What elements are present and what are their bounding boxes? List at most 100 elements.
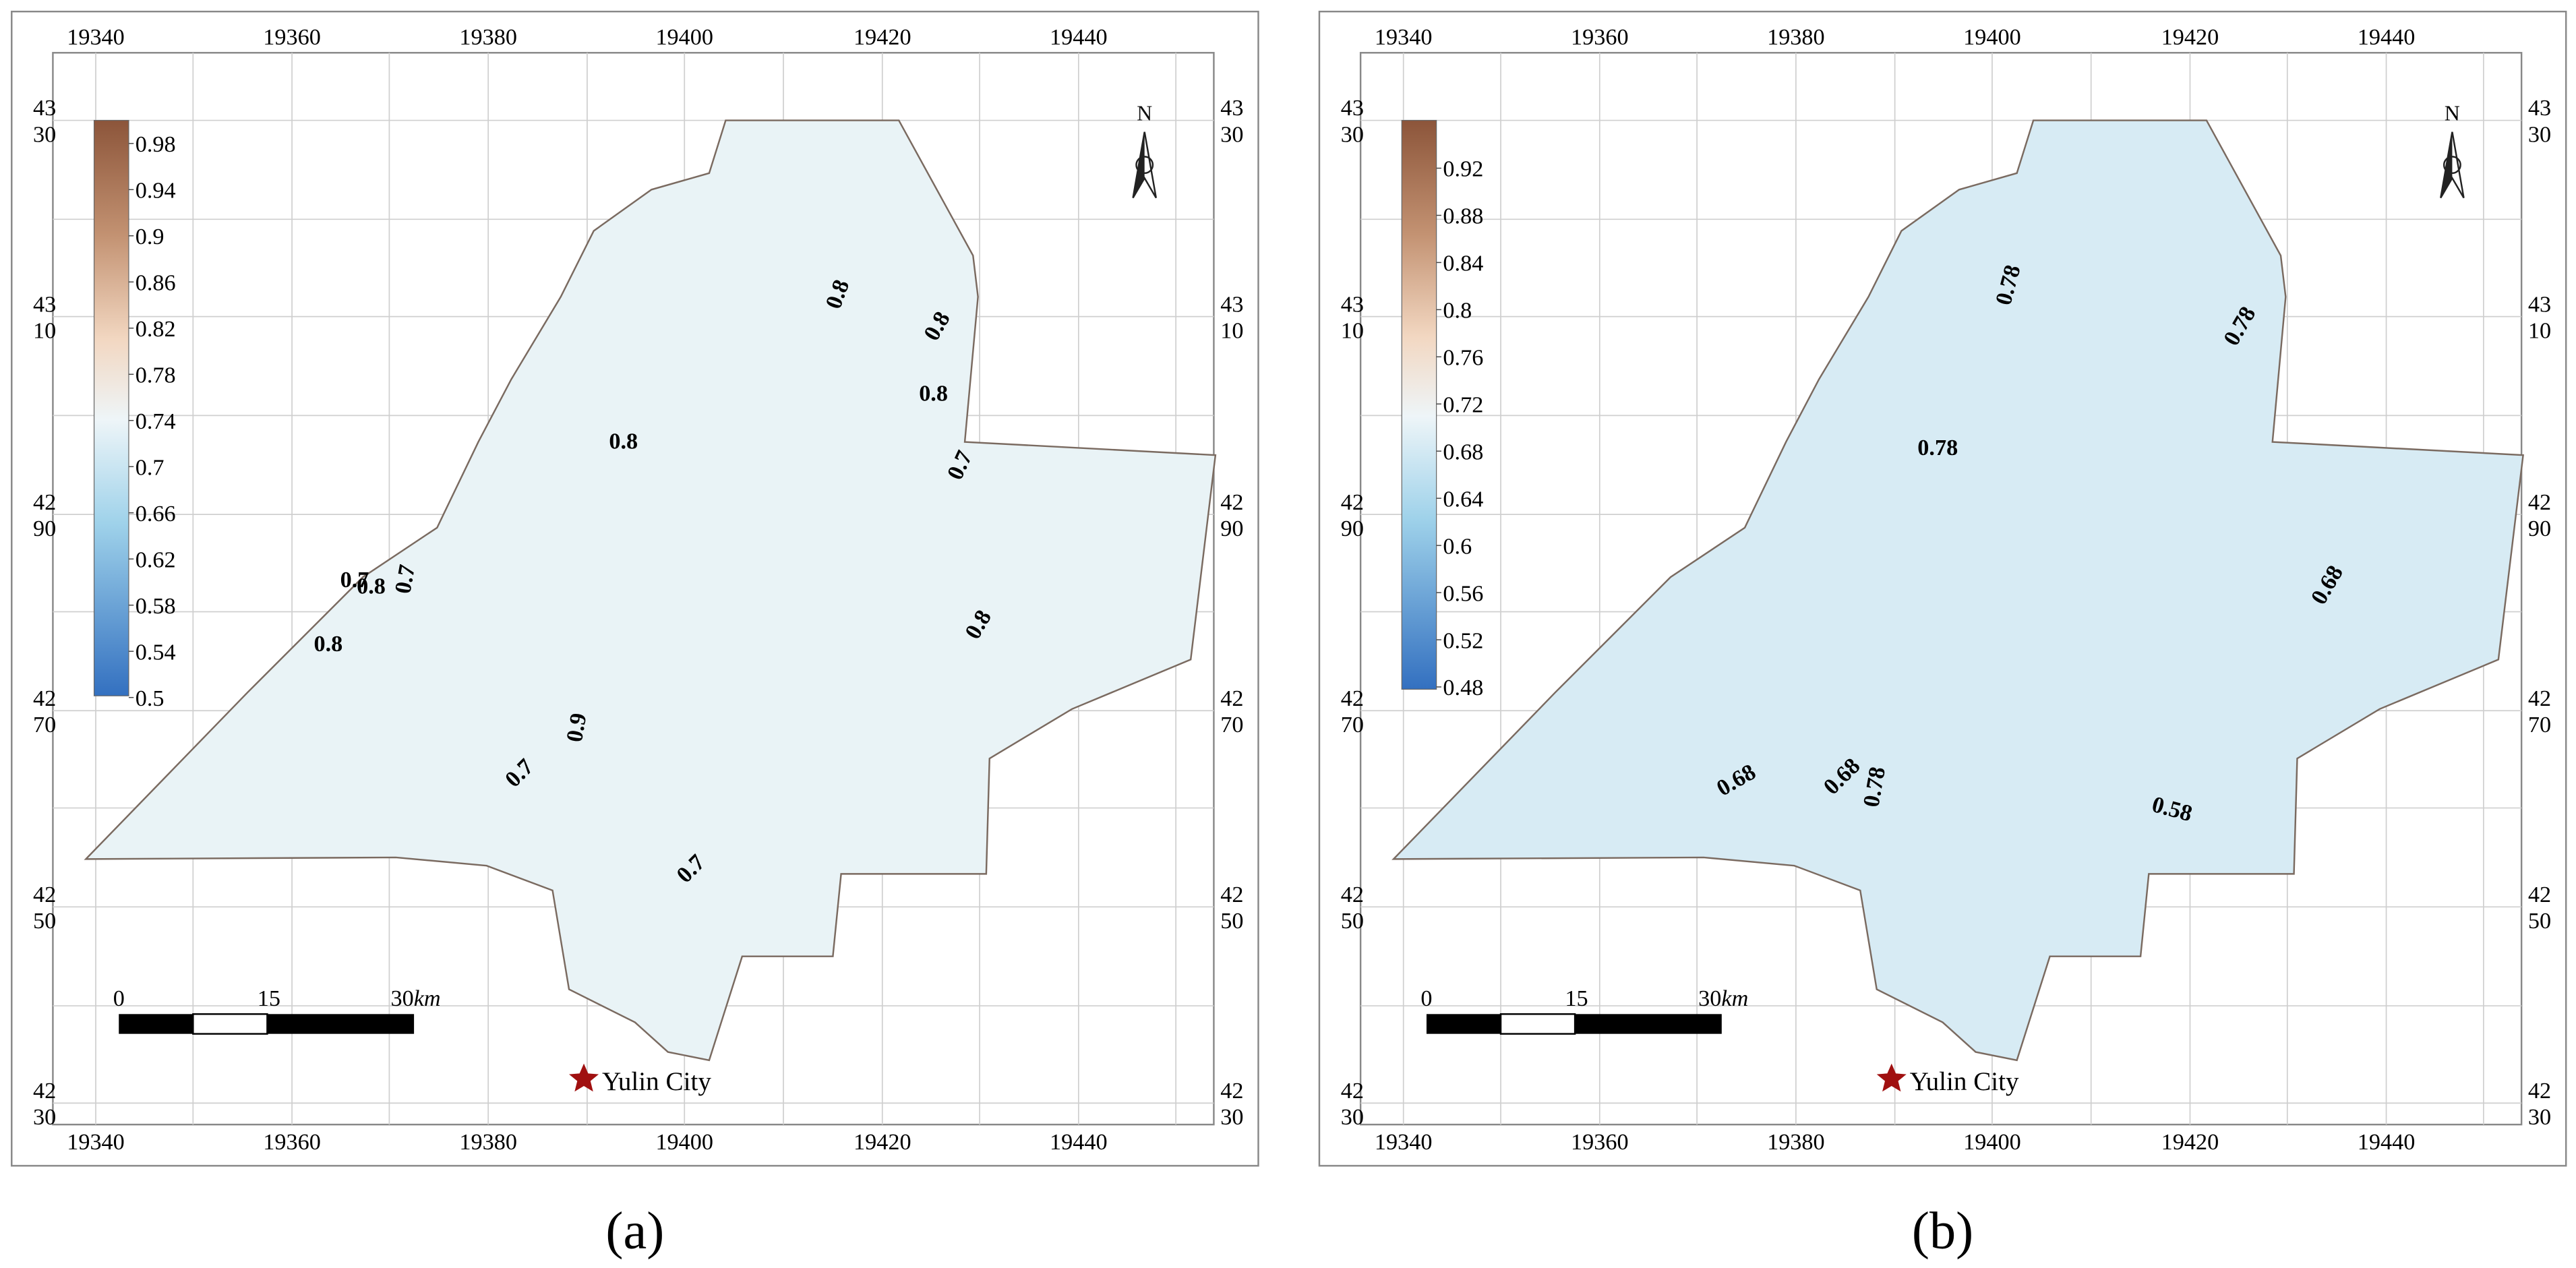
colorbar-label: 0.88: [1443, 204, 1483, 229]
y-tick-right-lower: 70: [1220, 712, 1243, 737]
y-tick-left-upper: 43: [33, 95, 56, 121]
y-tick-right-upper: 42: [1220, 686, 1243, 711]
colorbar-label: 0.62: [136, 547, 176, 572]
y-tick-right-lower: 50: [1220, 908, 1243, 934]
panel-a-frame: [11, 10, 1259, 1167]
y-tick-right-lower: 30: [1220, 1104, 1243, 1130]
city-label: Yulin City: [602, 1067, 711, 1096]
colorbar-label: 0.68: [1443, 439, 1483, 464]
y-tick-left-upper: 42: [33, 1078, 56, 1104]
y-tick-left-lower: 70: [1341, 712, 1364, 737]
x-tick-bottom: 19380: [1767, 1129, 1825, 1155]
y-tick-left-lower: 30: [1341, 121, 1364, 147]
x-tick-bottom: 19440: [2358, 1129, 2416, 1155]
colorbar-label: 0.48: [1443, 675, 1483, 700]
colorbar-label: 0.5: [136, 686, 164, 711]
x-tick-top: 19340: [67, 24, 125, 50]
colorbar-label: 0.7: [136, 454, 164, 480]
city-label: Yulin City: [1910, 1067, 2019, 1096]
colorbar-label: 0.94: [136, 178, 176, 204]
x-tick-bottom: 19400: [655, 1129, 713, 1155]
panel-b-scale-bar: 0 15 30km: [1420, 986, 1748, 1035]
x-tick-top: 19360: [1571, 24, 1629, 50]
colorbar-label: 0.54: [136, 639, 176, 665]
x-tick-bottom: 19340: [67, 1129, 125, 1155]
y-tick-right-lower: 10: [2528, 318, 2551, 343]
colorbar-label: 0.78: [136, 362, 176, 388]
x-tick-top: 19440: [1050, 24, 1108, 50]
x-tick-top: 19340: [1375, 24, 1433, 50]
colorbar-label: 0.92: [1443, 156, 1483, 182]
y-tick-right-upper: 43: [2528, 95, 2551, 121]
panel-b-north-label: N: [2445, 102, 2460, 125]
y-tick-right-upper: 42: [1220, 882, 1243, 907]
x-tick-bottom: 19380: [459, 1129, 517, 1155]
colorbar-label: 0.66: [136, 501, 176, 526]
y-tick-right-lower: 30: [1220, 121, 1243, 147]
x-tick-bottom: 19360: [1571, 1129, 1629, 1155]
contour-label: 0.7: [340, 567, 369, 593]
x-tick-top: 19400: [1963, 24, 2021, 50]
x-tick-bottom: 19400: [1963, 1129, 2021, 1155]
star-icon: [1876, 1063, 1907, 1092]
x-tick-top: 19400: [655, 24, 713, 50]
panel-a: 0.98 0.94 0.9 0.86 0.82 0.78 0.74 0.7 0.66 0.62 0.…: [11, 10, 1259, 1167]
contour-label: 0.8: [609, 428, 638, 454]
colorbar-label: 0.6: [1443, 533, 1472, 559]
y-tick-left-lower: 70: [33, 712, 56, 737]
panel-b-city-marker: Yulin City: [1876, 1063, 2019, 1096]
panel-b-colorbar: [1401, 119, 1437, 690]
y-tick-left-upper: 43: [33, 291, 56, 317]
x-tick-top: 19420: [2161, 24, 2219, 50]
y-tick-left-upper: 42: [1341, 686, 1364, 711]
y-tick-left-upper: 42: [1341, 489, 1364, 515]
y-tick-left-upper: 42: [33, 489, 56, 515]
colorbar-label: 0.52: [1443, 628, 1483, 653]
y-tick-left-upper: 42: [1341, 882, 1364, 907]
colorbar-label: 0.74: [136, 409, 176, 434]
panel-a-scale-bar: 0 15 30km: [113, 986, 441, 1035]
x-tick-top: 19420: [853, 24, 911, 50]
y-tick-right-lower: 10: [1220, 318, 1243, 343]
colorbar-label: 0.8: [1443, 298, 1472, 324]
y-tick-left-lower: 30: [33, 121, 56, 147]
colorbar-label: 0.56: [1443, 580, 1483, 606]
panel-b-label: (b): [1912, 1201, 1973, 1260]
x-tick-bottom: 19420: [2161, 1129, 2219, 1155]
y-tick-right-upper: 42: [2528, 882, 2551, 907]
panel-b-north-arrow: N: [2440, 102, 2465, 199]
contour-label: 0.7: [390, 563, 420, 596]
panel-a-label: (a): [605, 1201, 664, 1260]
y-tick-right-lower: 90: [2528, 516, 2551, 541]
y-tick-left-lower: 30: [33, 1104, 56, 1130]
x-tick-top: 19360: [263, 24, 321, 50]
y-tick-left-lower: 30: [1341, 1104, 1364, 1130]
y-tick-left-upper: 43: [1341, 95, 1364, 121]
y-tick-right-upper: 42: [2528, 489, 2551, 515]
panel-a-north-arrow: N: [1132, 102, 1158, 199]
contour-label: 0.78: [1917, 435, 1958, 460]
colorbar-label: 0.64: [1443, 486, 1483, 512]
x-tick-bottom: 19420: [853, 1129, 911, 1155]
y-tick-right-lower: 30: [2528, 121, 2551, 147]
scale-zero: 0: [1420, 986, 1432, 1011]
scale-end: 30km: [390, 986, 440, 1011]
scale-mid: 15: [258, 986, 280, 1011]
panel-a-colorbar: [93, 119, 129, 696]
x-tick-top: 19380: [1767, 24, 1825, 50]
y-tick-right-upper: 42: [1220, 1078, 1243, 1104]
scale-end: 30km: [1698, 986, 1748, 1011]
colorbar-label: 0.82: [136, 316, 176, 342]
y-tick-right-upper: 43: [2528, 291, 2551, 317]
y-tick-left-lower: 90: [1341, 516, 1364, 541]
y-tick-right-upper: 42: [1220, 489, 1243, 515]
colorbar-label: 0.72: [1443, 392, 1483, 418]
x-tick-bottom: 19360: [263, 1129, 321, 1155]
y-tick-left-lower: 50: [1341, 908, 1364, 934]
colorbar-label: 0.98: [136, 131, 176, 157]
y-tick-right-upper: 42: [2528, 1078, 2551, 1104]
x-tick-bottom: 19340: [1375, 1129, 1433, 1155]
scale-zero: 0: [113, 986, 125, 1011]
y-tick-left-lower: 50: [33, 908, 56, 934]
